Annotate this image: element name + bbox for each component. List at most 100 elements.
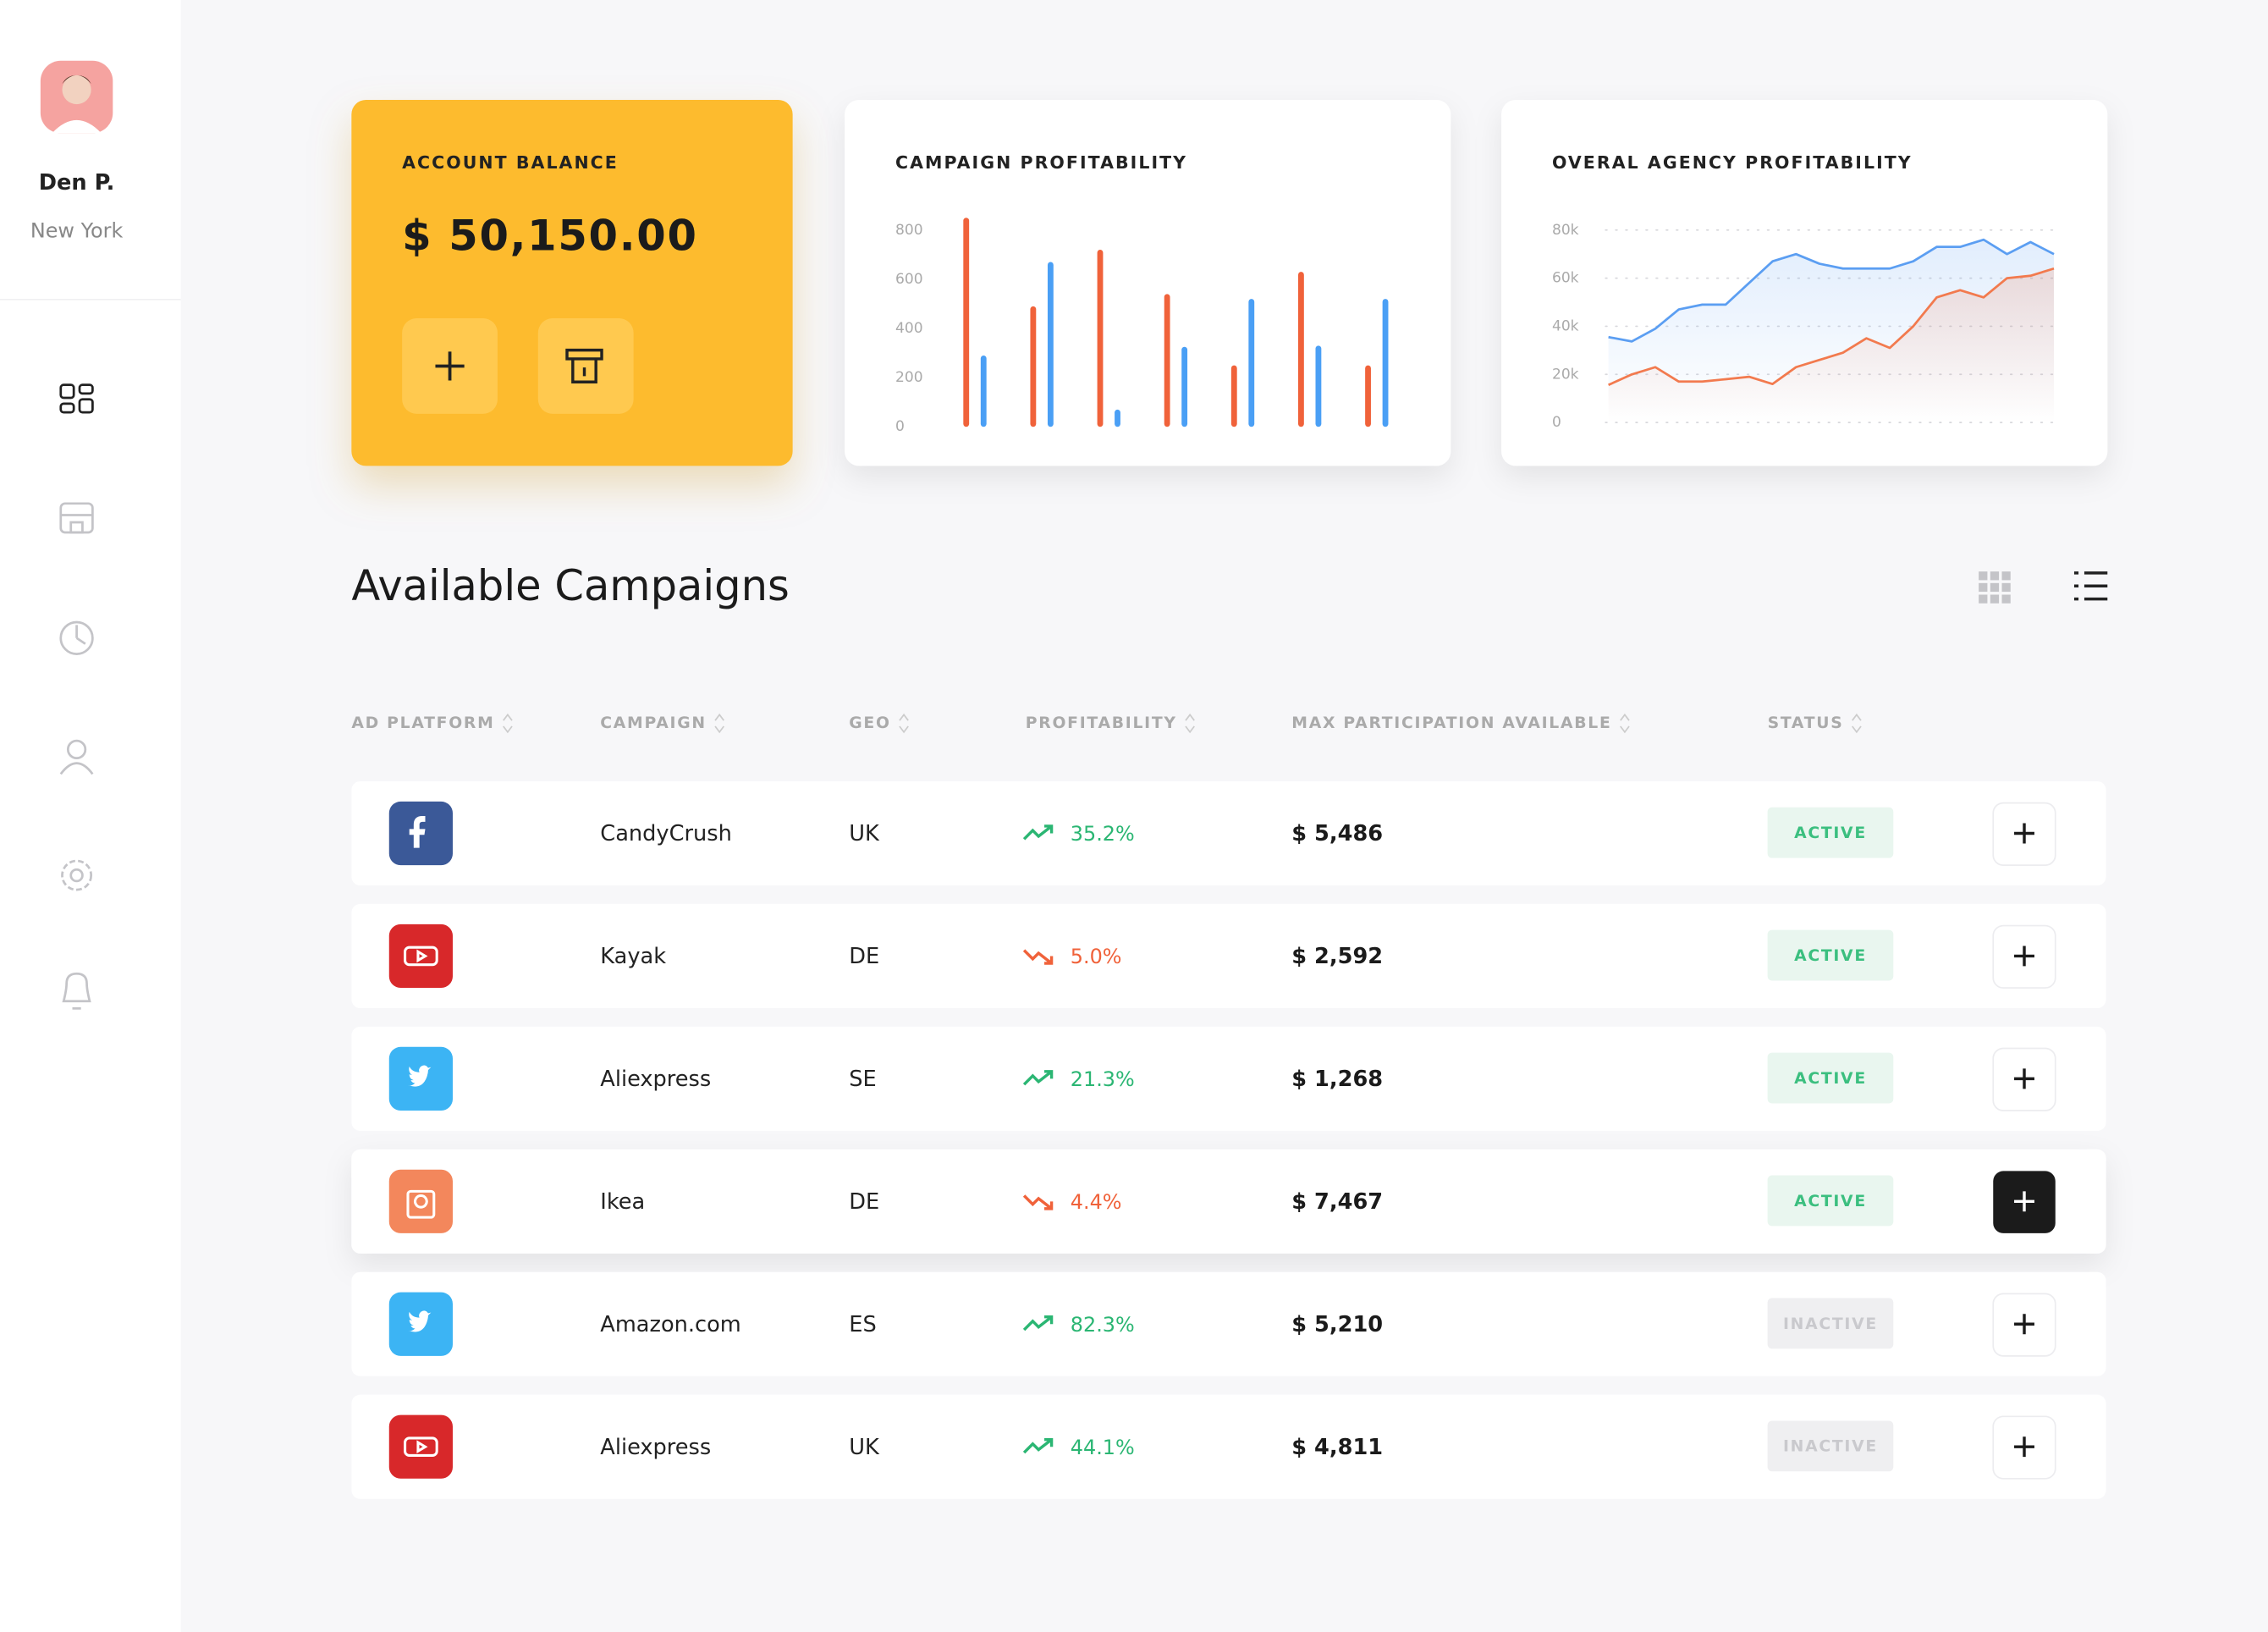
add-button-icon: [2014, 1314, 2034, 1335]
trend-icon: [1022, 1437, 1054, 1454]
bar: [1030, 306, 1037, 427]
column-header[interactable]: AD PLATFORM: [351, 714, 494, 732]
y-tick-label: 20k: [1552, 366, 1579, 383]
balance-title: ACCOUNT BALANCE: [402, 152, 619, 173]
status: ACTIVE: [1794, 824, 1867, 842]
grid-view-toggle[interactable]: [1979, 571, 2011, 604]
column-header[interactable]: STATUS: [1768, 714, 1844, 732]
add-button-icon: [2014, 823, 2034, 844]
campaign-name: CandyCrush: [600, 821, 732, 846]
nav-settings[interactable]: [61, 859, 93, 891]
bar: [1181, 346, 1188, 427]
geo: SE: [849, 1067, 876, 1092]
line-series: [1608, 267, 2055, 387]
avatar[interactable]: [40, 60, 113, 134]
sort-icon: [1620, 713, 1630, 734]
line-series: [1608, 238, 2055, 343]
y-tick-label: 60k: [1552, 270, 1579, 287]
y-tick-label: 200: [895, 369, 923, 386]
add-button[interactable]: [1992, 1047, 2056, 1111]
status-badge: [1767, 929, 1894, 981]
status: INACTIVE: [1783, 1438, 1878, 1456]
table-row[interactable]: Amazon.com ES 82.3% $ 5,210 INACTIVE: [351, 1271, 2106, 1376]
trend-icon: [1022, 824, 1054, 841]
table-row[interactable]: Aliexpress SE 21.3% $ 1,268 ACTIVE: [351, 1026, 2106, 1131]
platform-glyph: [406, 1189, 436, 1219]
table-row[interactable]: CandyCrush UK 35.2% $ 5,486 ACTIVE: [351, 780, 2106, 886]
campaign-name: Ikea: [600, 1189, 645, 1215]
max-participation: $ 2,592: [1291, 944, 1383, 969]
column-header[interactable]: GEO: [849, 714, 890, 732]
sort-icon: [899, 713, 909, 734]
profitability: 82.3%: [1071, 1313, 1135, 1337]
nav-notifications[interactable]: [62, 972, 91, 1010]
nav-reports[interactable]: [59, 620, 94, 655]
bar: [980, 355, 987, 427]
add-button[interactable]: [1992, 1293, 2056, 1357]
add-button-icon: [2014, 1436, 2034, 1458]
nav-profile[interactable]: [59, 739, 94, 775]
add-button[interactable]: [1992, 1415, 2056, 1480]
line-chart-title: OVERAL AGENCY PROFITABILITY: [1552, 152, 1913, 173]
profitability: 21.3%: [1071, 1067, 1135, 1091]
status-badge: [1767, 1420, 1894, 1472]
add-button[interactable]: [1992, 802, 2056, 866]
column-header[interactable]: CAMPAIGN: [600, 714, 706, 732]
area-fill: [1608, 268, 2055, 423]
table-row[interactable]: Kayak DE 5.0% $ 2,592 ACTIVE: [351, 903, 2106, 1008]
campaign-name: Amazon.com: [600, 1312, 740, 1337]
status-badge: [1767, 1175, 1894, 1227]
add-button-icon: [2014, 1068, 2034, 1089]
bar: [1365, 365, 1371, 427]
status: ACTIVE: [1794, 947, 1867, 965]
table-row[interactable]: Ikea DE 4.4% $ 7,467 ACTIVE: [351, 1149, 2106, 1254]
add-button[interactable]: [1992, 924, 2056, 989]
nav-store[interactable]: [59, 502, 94, 534]
withdraw-button[interactable]: [537, 318, 634, 414]
sort-icon: [1185, 713, 1195, 734]
platform-icon: [388, 1169, 453, 1233]
bar: [1115, 409, 1120, 427]
bar-chart-title: CAMPAIGN PROFITABILITY: [895, 152, 1187, 173]
platform-glyph: [407, 1065, 432, 1087]
column-header[interactable]: PROFITABILITY: [1026, 714, 1177, 732]
add-button[interactable]: [1993, 1171, 2056, 1233]
row-background: [351, 1149, 2106, 1254]
trend-icon: [1022, 1194, 1054, 1210]
y-tick-label: 0: [1552, 414, 1561, 431]
status: INACTIVE: [1783, 1315, 1878, 1333]
column-header[interactable]: MAX PARTICIPATION AVAILABLE: [1291, 714, 1611, 732]
profitability: 5.0%: [1071, 945, 1122, 968]
status-badge: [1767, 1298, 1894, 1349]
section-title: Available Campaigns: [351, 561, 789, 610]
row-background: [351, 1271, 2106, 1376]
geo: DE: [849, 1189, 879, 1215]
max-participation: $ 5,210: [1291, 1312, 1383, 1337]
y-tick-label: 80k: [1552, 222, 1579, 239]
platform-glyph: [404, 1436, 438, 1457]
y-tick-label: 40k: [1552, 317, 1579, 334]
y-tick-label: 400: [895, 320, 923, 337]
list-view-toggle[interactable]: [2073, 571, 2108, 601]
platform-glyph: [409, 816, 426, 848]
trend-icon: [1022, 949, 1054, 965]
y-tick-label: 800: [895, 222, 923, 239]
campaign-name: Aliexpress: [600, 1067, 711, 1092]
table-row[interactable]: Aliexpress UK 44.1% $ 4,811 INACTIVE: [351, 1394, 2106, 1499]
row-background: [351, 903, 2106, 1008]
geo: UK: [849, 821, 880, 846]
geo: UK: [849, 1435, 880, 1460]
row-background: [351, 780, 2106, 886]
sidebar: [0, 0, 181, 1632]
row-background: [351, 1394, 2106, 1499]
profitability: 44.1%: [1071, 1436, 1135, 1459]
nav-dashboard[interactable]: [59, 383, 94, 414]
add-funds-button[interactable]: [402, 318, 498, 414]
platform-glyph: [404, 946, 438, 967]
add-button-icon: [2014, 1191, 2034, 1212]
status: ACTIVE: [1794, 1070, 1867, 1088]
row-background: [351, 1026, 2106, 1131]
campaign-name: Kayak: [600, 944, 666, 969]
